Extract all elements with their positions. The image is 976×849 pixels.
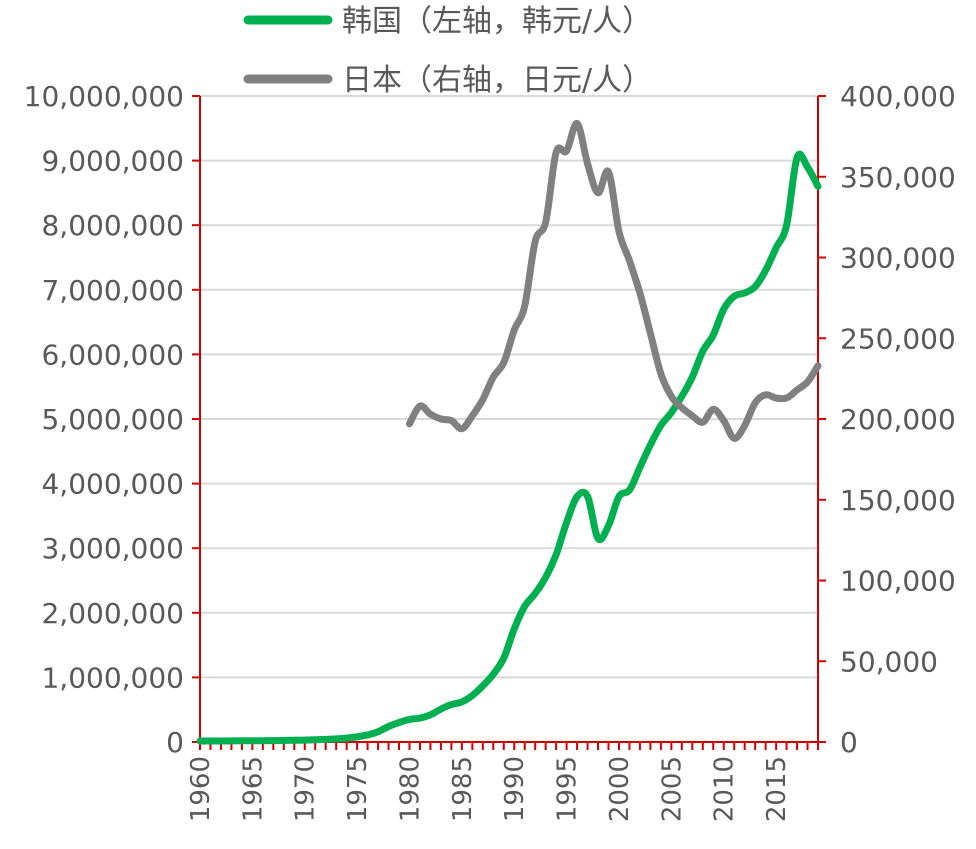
- left-tick-label: 6,000,000: [41, 338, 184, 371]
- series-line-korea: [196, 150, 822, 745]
- left-axis-ticks: 0 1,000,000 2,000,000 3,000,000 4,000,000 5,0…: [24, 80, 200, 759]
- x-tick-label: 2015: [762, 756, 792, 822]
- gridlines: [200, 95, 818, 679]
- series-line-japan: [406, 119, 822, 442]
- left-tick-label: 3,000,000: [41, 532, 184, 565]
- right-tick-label: 150,000: [840, 484, 956, 517]
- right-tick-label: 100,000: [840, 565, 956, 598]
- legend-label-japan: 日本（右轴，日元/人）: [342, 63, 652, 98]
- left-tick-label: 5,000,000: [41, 403, 184, 436]
- x-tick-label: 1985: [448, 756, 478, 822]
- left-tick-label: 9,000,000: [41, 145, 184, 178]
- x-tick-label: 1990: [500, 756, 530, 822]
- x-tick-label: 1980: [395, 756, 425, 822]
- right-tick-label: 200,000: [840, 403, 956, 436]
- left-tick-label: 0: [166, 726, 184, 759]
- x-tick-label: 1995: [553, 756, 583, 822]
- legend-item-korea: 韩国（左轴，韩元/人）: [243, 4, 652, 39]
- legend-item-japan: 日本（右轴，日元/人）: [243, 63, 652, 98]
- left-tick-label: 8,000,000: [41, 209, 184, 242]
- left-tick-label: 4,000,000: [41, 468, 184, 501]
- x-tick-label: 2000: [605, 756, 635, 822]
- right-tick-label: 400,000: [840, 80, 956, 113]
- left-tick-label: 1,000,000: [41, 661, 184, 694]
- x-tick-label: 2010: [710, 756, 740, 822]
- right-tick-label: 250,000: [840, 322, 956, 355]
- series-lines: [196, 119, 822, 745]
- right-axis-ticks: 0 50,000 100,000 150,000 200,000 250,000 300,0…: [818, 80, 956, 759]
- right-tick-label: 300,000: [840, 242, 956, 275]
- right-tick-label: 0: [840, 726, 858, 759]
- x-tick-label: 1960: [186, 756, 216, 822]
- x-tick-label: 1975: [343, 756, 373, 822]
- legend: 韩国（左轴，韩元/人） 日本（右轴，日元/人）: [243, 4, 652, 98]
- left-tick-label: 7,000,000: [41, 274, 184, 307]
- x-tick-label: 2005: [657, 756, 687, 822]
- left-tick-label: 2,000,000: [41, 597, 184, 630]
- right-tick-label: 350,000: [840, 161, 956, 194]
- x-tick-label: 1965: [238, 756, 268, 822]
- x-tick-label: 1970: [291, 756, 321, 822]
- legend-label-korea: 韩国（左轴，韩元/人）: [342, 4, 652, 39]
- x-axis-ticks: 1960 1965 1970 1975 1980 1985 1990 1995 2000 2005…: [186, 742, 819, 822]
- right-tick-label: 50,000: [840, 645, 938, 678]
- left-tick-label: 10,000,000: [24, 80, 184, 113]
